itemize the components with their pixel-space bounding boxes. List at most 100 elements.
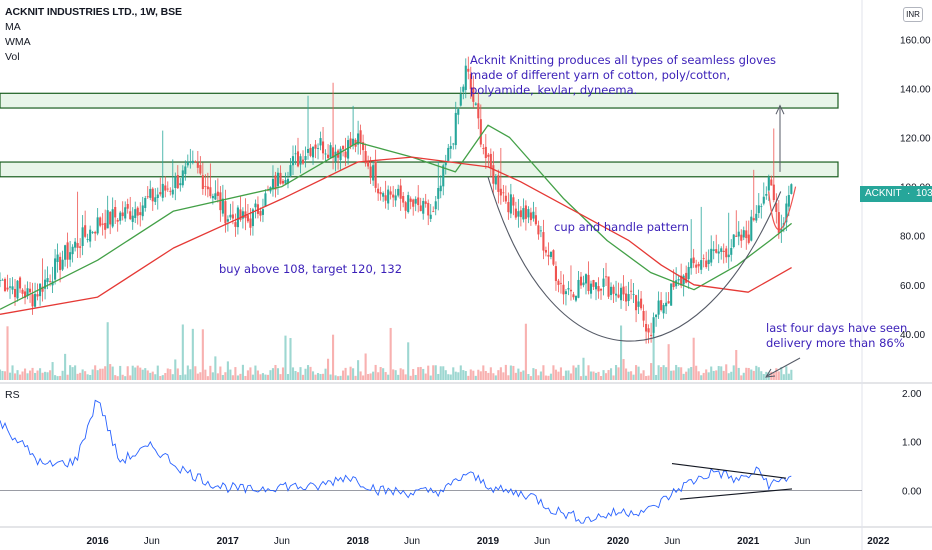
candle-body bbox=[772, 184, 775, 201]
volume-bar bbox=[692, 337, 695, 380]
candle-body bbox=[59, 256, 62, 271]
indicator-ma[interactable]: MA bbox=[5, 21, 21, 33]
price-tick-label: 160.00 bbox=[900, 35, 931, 46]
candle-body bbox=[379, 192, 382, 195]
volume-bar bbox=[542, 365, 545, 380]
price-badge-symbol: ACKNIT bbox=[865, 188, 902, 199]
candle-body bbox=[126, 203, 129, 209]
volume-bar bbox=[404, 374, 407, 380]
volume-bar bbox=[620, 325, 623, 380]
volume-bar bbox=[186, 365, 189, 380]
candle-body bbox=[682, 275, 685, 285]
candle-body bbox=[286, 178, 290, 184]
volume-bar bbox=[447, 374, 450, 380]
volume-bar bbox=[437, 373, 440, 380]
candle-body bbox=[690, 258, 693, 269]
volume-bar bbox=[737, 367, 740, 380]
candle-body bbox=[86, 239, 89, 240]
indicator-wma[interactable]: WMA bbox=[5, 36, 31, 48]
volume-bar bbox=[544, 375, 547, 380]
volume-bar bbox=[747, 367, 750, 380]
volume-bar bbox=[56, 376, 59, 380]
candle-body bbox=[790, 184, 793, 194]
candle-body bbox=[487, 154, 490, 157]
candle-body bbox=[404, 202, 407, 211]
volume-bar bbox=[722, 370, 725, 380]
candle-body bbox=[81, 227, 84, 246]
volume-bar bbox=[359, 371, 362, 380]
candle-body bbox=[509, 194, 512, 214]
delivery-note-line: last four days have seen bbox=[766, 321, 908, 335]
volume-bar bbox=[364, 353, 367, 380]
candle-body bbox=[21, 289, 24, 294]
candle-body bbox=[119, 212, 122, 221]
candle-body bbox=[574, 295, 578, 301]
volume-bar bbox=[347, 375, 350, 380]
candle-body bbox=[655, 314, 658, 318]
candle-body bbox=[409, 198, 412, 202]
volume-bar bbox=[582, 357, 585, 380]
volume-bar bbox=[467, 375, 470, 380]
candle-body bbox=[399, 185, 402, 199]
candle-body bbox=[309, 147, 312, 156]
volume-bar bbox=[169, 369, 172, 380]
candle-body bbox=[174, 176, 177, 189]
volume-bar bbox=[16, 370, 19, 380]
candle-body bbox=[685, 272, 688, 283]
candle-body bbox=[720, 248, 723, 252]
candle-body bbox=[579, 276, 583, 286]
candle-body bbox=[617, 294, 620, 298]
rs-tick-label: 0.00 bbox=[902, 486, 922, 497]
volume-bar bbox=[141, 369, 144, 380]
candle-body bbox=[181, 170, 184, 186]
volume-bar bbox=[609, 368, 613, 380]
volume-bar bbox=[221, 375, 224, 380]
rs-upper-trendline bbox=[671, 462, 787, 479]
volume-bar bbox=[537, 375, 540, 380]
volume-bar bbox=[514, 372, 517, 380]
candle-body bbox=[677, 279, 680, 281]
candle-body bbox=[559, 282, 563, 284]
volume-bar bbox=[567, 370, 570, 380]
candle-body bbox=[765, 194, 768, 196]
candle-body bbox=[334, 151, 337, 162]
candle-body bbox=[8, 286, 12, 288]
currency-button[interactable]: INR bbox=[903, 7, 923, 22]
volume-bar bbox=[357, 360, 360, 380]
candle-body bbox=[149, 188, 152, 198]
price-tick-label: 120.00 bbox=[900, 133, 931, 144]
indicator-vol[interactable]: Vol bbox=[5, 51, 20, 63]
candle-body bbox=[214, 193, 217, 200]
candle-body bbox=[121, 212, 124, 217]
volume-bar bbox=[246, 370, 249, 380]
candle-body bbox=[757, 205, 760, 214]
candle-body bbox=[707, 259, 710, 265]
volume-bar bbox=[209, 365, 212, 380]
candle-body bbox=[271, 179, 275, 190]
volume-bar bbox=[642, 370, 645, 380]
volume-bar bbox=[527, 374, 530, 380]
volume-bar bbox=[697, 371, 700, 380]
candle-body bbox=[695, 264, 698, 268]
volume-bar bbox=[301, 374, 305, 380]
candle-body bbox=[569, 289, 573, 292]
volume-bar bbox=[382, 368, 385, 380]
volume-bar bbox=[176, 368, 179, 380]
volume-bar bbox=[29, 370, 32, 380]
volume-bar bbox=[662, 365, 665, 380]
time-tick-label: Jun bbox=[664, 536, 680, 547]
volume-bar bbox=[342, 370, 345, 380]
candle-body bbox=[229, 214, 232, 218]
volume-bar bbox=[492, 373, 495, 380]
rs-pane-label: RS bbox=[5, 389, 20, 401]
volume-bar bbox=[755, 365, 758, 380]
delivery-arrow-shaft bbox=[766, 357, 801, 377]
candle-body bbox=[442, 165, 445, 187]
candle-body bbox=[604, 276, 608, 278]
volume-bar bbox=[136, 365, 139, 380]
volume-bar bbox=[657, 365, 660, 380]
candle-body bbox=[276, 172, 280, 187]
volume-bar bbox=[41, 372, 44, 380]
